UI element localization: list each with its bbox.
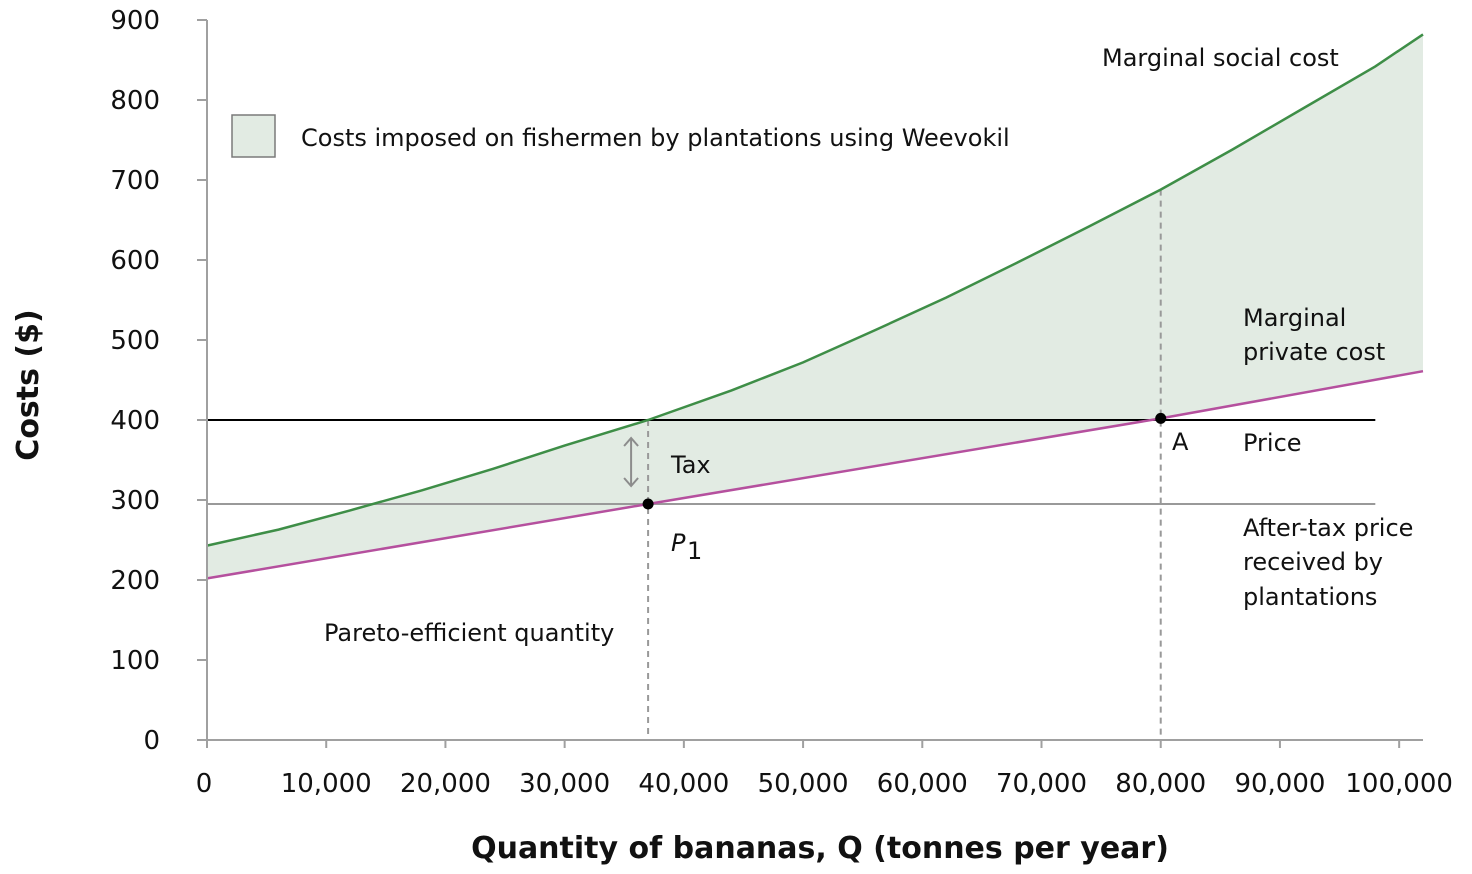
x-tick-label: 40,000 [638,769,729,799]
y-ticks: 0 100 200 300 400 500 600 700 800 900 [110,6,207,756]
plot-area [206,33,1424,740]
x-tick-label: 0 [196,769,213,799]
axes: 0 10,000 20,000 30,000 40,000 50,000 60,000 70,… [110,6,1453,799]
y-tick-label: 900 [110,6,160,36]
tax-arrow [623,436,639,488]
x-tick-label: 20,000 [400,769,491,799]
y-tick-label: 700 [110,166,160,196]
point-p1-subscript: 1 [687,537,702,565]
equilibrium-points [642,412,1167,510]
y-tick-label: 400 [110,406,160,436]
x-tick-label: 60,000 [877,769,968,799]
legend-label: Costs imposed on fishermen by plantation… [301,124,1010,152]
tax-label: Tax [670,451,711,479]
horizontal-reference-lines [207,419,1376,505]
point-a-label: A [1172,428,1189,456]
y-tick-label: 300 [110,486,160,516]
y-tick-label: 100 [110,646,160,676]
x-tick-label: 90,000 [1234,769,1325,799]
marginal-private-cost-line [206,369,1424,580]
vertical-dashed-lines [647,189,1162,740]
x-tick-label: 30,000 [519,769,610,799]
y-tick-label: 800 [110,86,160,116]
external-cost-area [207,34,1423,579]
mpc-label-line1: Marginal [1243,304,1346,332]
tax-arrow-head-bottom [623,477,639,488]
x-ticks: 0 10,000 20,000 30,000 40,000 50,000 60,000 70,… [196,740,1453,799]
x-axis-title: Quantity of bananas, Q (tonnes per year) [471,831,1169,866]
pareto-label: Pareto-efficient quantity [324,619,614,647]
after-tax-label-line3: plantations [1243,583,1377,611]
y-tick-label: 200 [110,566,160,596]
mpc-label-line2: private cost [1243,338,1385,366]
point-a [1155,412,1167,424]
after-tax-label-line2: received by [1243,548,1383,576]
after-tax-label-line1: After-tax price [1243,514,1413,542]
price-label: Price [1243,429,1302,457]
x-tick-label: 100,000 [1345,769,1453,799]
marginal-social-cost-line [206,33,1424,547]
y-tick-label: 500 [110,326,160,356]
y-tick-label: 0 [143,726,160,756]
msc-label: Marginal social cost [1102,44,1339,72]
x-tick-label: 80,000 [1115,769,1206,799]
y-tick-label: 600 [110,246,160,276]
legend-swatch [231,114,276,158]
y-axis-title: Costs ($) [11,309,46,460]
x-tick-label: 70,000 [996,769,1087,799]
x-tick-label: 50,000 [758,769,849,799]
point-p1-label: P [671,529,686,557]
x-tick-label: 10,000 [281,769,372,799]
series-lines [206,33,1424,580]
point-p1 [642,498,654,510]
tax-arrow-head-top [623,436,639,447]
